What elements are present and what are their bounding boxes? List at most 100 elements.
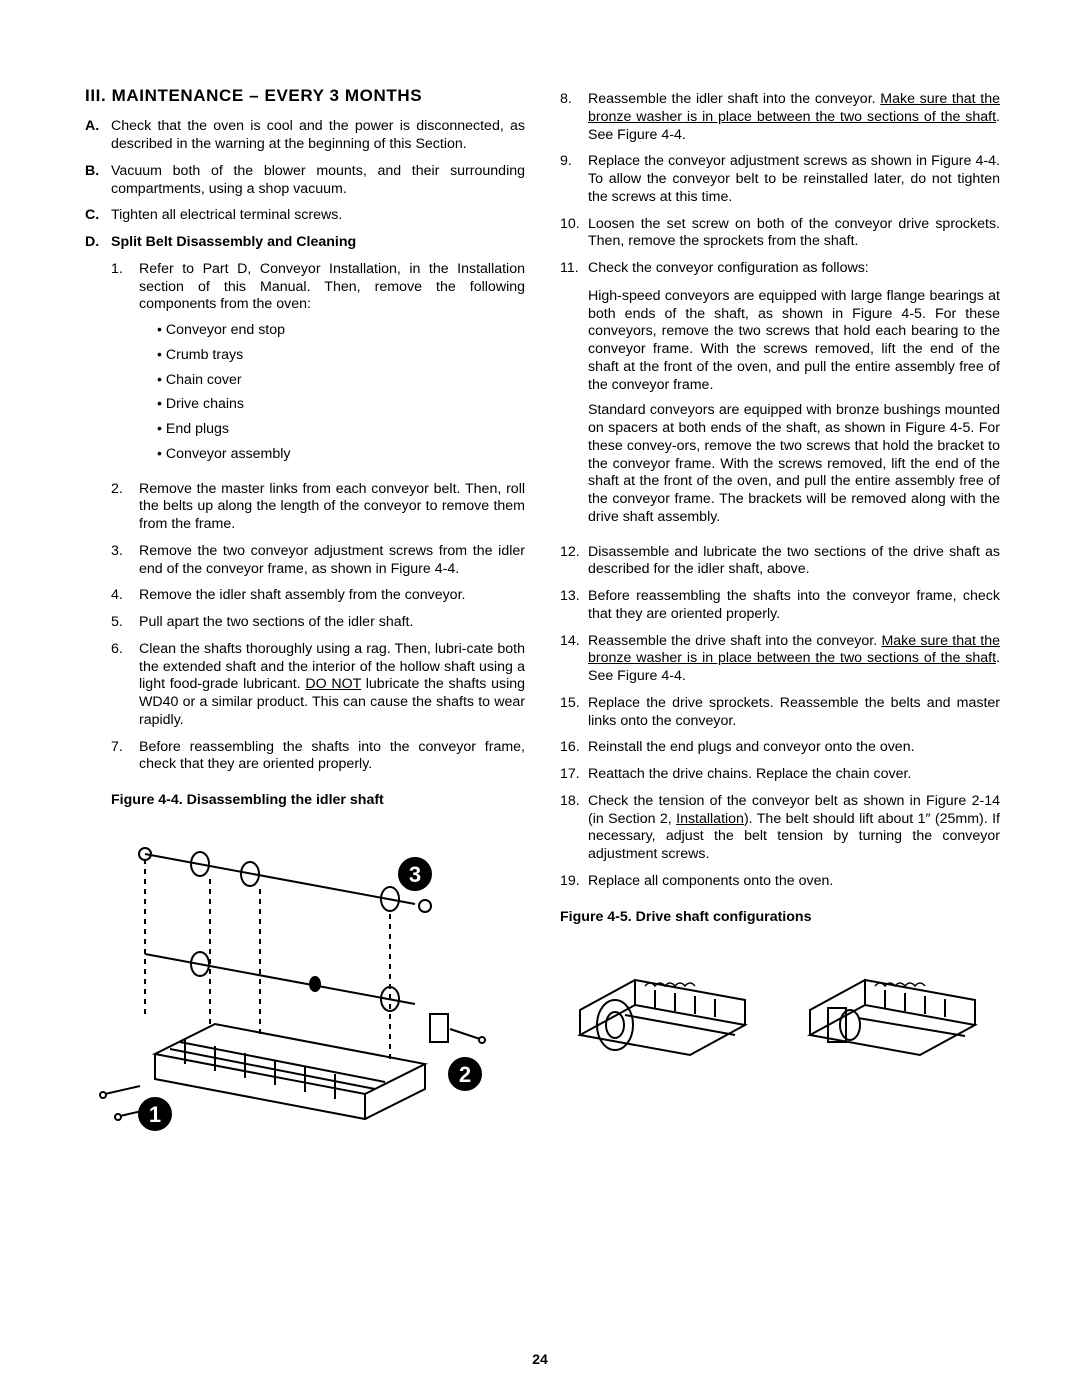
step-12: 12. Disassemble and lubricate the two se… <box>560 544 1000 580</box>
letter-label: A. <box>85 118 111 154</box>
step-6-underline: DO NOT <box>305 676 361 692</box>
item-a: A. Check that the oven is cool and the p… <box>85 118 525 154</box>
step-number: 5. <box>111 614 139 632</box>
item-b: B. Vacuum both of the blower mounts, and… <box>85 163 525 199</box>
step-text: Before reassembling the shafts into the … <box>139 739 525 775</box>
figure-4-4-caption: Figure 4-4. Disassembling the idler shaf… <box>111 792 525 810</box>
step-text: Reinstall the end plugs and conveyor ont… <box>588 739 1000 757</box>
step-number: 7. <box>111 739 139 775</box>
step-number: 3. <box>111 543 139 579</box>
step-number: 10. <box>560 216 588 252</box>
step-18: 18. Check the tension of the conveyor be… <box>560 793 1000 864</box>
section-heading: III. MAINTENANCE – EVERY 3 MONTHS <box>85 85 525 106</box>
step-number: 18. <box>560 793 588 864</box>
step-text: Loosen the set screw on both of the conv… <box>588 216 1000 252</box>
page-number: 24 <box>0 1351 1080 1367</box>
step-text: Replace all components onto the oven. <box>588 873 1000 891</box>
right-column: 8. Reassemble the idler shaft into the c… <box>560 85 1000 1134</box>
step-number: 12. <box>560 544 588 580</box>
step-text: Before reassembling the shafts into the … <box>588 588 1000 624</box>
step-18-underline: Installation <box>676 811 744 827</box>
step-number: 11. <box>560 260 588 535</box>
bullet-item: Crumb trays <box>157 347 525 365</box>
bullet-item: Chain cover <box>157 372 525 390</box>
step-19: 19. Replace all components onto the oven… <box>560 873 1000 891</box>
step-text: Remove the idler shaft assembly from the… <box>139 587 525 605</box>
step-number: 17. <box>560 766 588 784</box>
step-number: 8. <box>560 91 588 144</box>
step-text: Disassemble and lubricate the two sectio… <box>588 544 1000 580</box>
svg-text:3: 3 <box>409 862 421 887</box>
left-numbered-list: 1. Refer to Part D, Conveyor Installatio… <box>111 261 525 774</box>
step-number: 6. <box>111 641 139 730</box>
step-3: 3. Remove the two conveyor adjustment sc… <box>111 543 525 579</box>
step-11-lead: Check the conveyor configuration as foll… <box>588 260 869 276</box>
svg-text:1: 1 <box>149 1102 161 1127</box>
left-column: III. MAINTENANCE – EVERY 3 MONTHS A. Che… <box>85 85 525 1134</box>
step-number: 14. <box>560 633 588 686</box>
step-11-para1: High-speed conveyors are equipped with l… <box>588 288 1000 395</box>
step-10: 10. Loosen the set screw on both of the … <box>560 216 1000 252</box>
figure-4-5-row <box>560 940 1000 1070</box>
step-number: 1. <box>111 261 139 472</box>
figure-4-5-left-diagram <box>560 940 760 1070</box>
bullet-item: Conveyor end stop <box>157 322 525 340</box>
bullet-item: Conveyor assembly <box>157 446 525 464</box>
step-text: Clean the shafts thoroughly using a rag.… <box>139 641 525 730</box>
item-text: Tighten all electrical terminal screws. <box>111 207 525 225</box>
component-bullets: Conveyor end stop Crumb trays Chain cove… <box>157 322 525 464</box>
item-d: D. Split Belt Disassembly and Cleaning <box>85 234 525 252</box>
step-14-a: Reassemble the drive shaft into the conv… <box>588 633 881 649</box>
step-text: Check the tension of the conveyor belt a… <box>588 793 1000 864</box>
bullet-item: End plugs <box>157 421 525 439</box>
step-13: 13. Before reassembling the shafts into … <box>560 588 1000 624</box>
step-text: Pull apart the two sections of the idler… <box>139 614 525 632</box>
step-5: 5. Pull apart the two sections of the id… <box>111 614 525 632</box>
lettered-list: A. Check that the oven is cool and the p… <box>85 118 525 252</box>
step-2: 2. Remove the master links from each con… <box>111 481 525 534</box>
document-page: III. MAINTENANCE – EVERY 3 MONTHS A. Che… <box>0 0 1080 1397</box>
step-7: 7. Before reassembling the shafts into t… <box>111 739 525 775</box>
step-number: 9. <box>560 153 588 206</box>
step-number: 2. <box>111 481 139 534</box>
step-8: 8. Reassemble the idler shaft into the c… <box>560 91 1000 144</box>
two-column-layout: III. MAINTENANCE – EVERY 3 MONTHS A. Che… <box>85 85 1000 1134</box>
step-text: Remove the master links from each convey… <box>139 481 525 534</box>
step-text: Reassemble the idler shaft into the conv… <box>588 91 1000 144</box>
step-8-a: Reassemble the idler shaft into the conv… <box>588 91 880 107</box>
letter-label: B. <box>85 163 111 199</box>
step-text: Replace the drive sprockets. Reassemble … <box>588 695 1000 731</box>
figure-4-5-caption: Figure 4-5. Drive shaft configurations <box>560 909 1000 927</box>
item-c: C. Tighten all electrical terminal screw… <box>85 207 525 225</box>
step-number: 15. <box>560 695 588 731</box>
step-1: 1. Refer to Part D, Conveyor Installatio… <box>111 261 525 472</box>
step-text: Refer to Part D, Conveyor Installation, … <box>139 261 525 472</box>
letter-label: D. <box>85 234 111 252</box>
item-text: Check that the oven is cool and the powe… <box>111 118 525 154</box>
bullet-item: Drive chains <box>157 396 525 414</box>
figure-4-4-diagram: 3 <box>85 824 505 1134</box>
step-17: 17. Reattach the drive chains. Replace t… <box>560 766 1000 784</box>
letter-label: C. <box>85 207 111 225</box>
step-4: 4. Remove the idler shaft assembly from … <box>111 587 525 605</box>
step-text: Check the conveyor configuration as foll… <box>588 260 1000 535</box>
step-1-intro: Refer to Part D, Conveyor Installation, … <box>139 261 525 313</box>
step-number: 4. <box>111 587 139 605</box>
right-numbered-list: 8. Reassemble the idler shaft into the c… <box>560 91 1000 891</box>
step-text: Reassemble the drive shaft into the conv… <box>588 633 1000 686</box>
item-text: Vacuum both of the blower mounts, and th… <box>111 163 525 199</box>
step-number: 16. <box>560 739 588 757</box>
item-d-title: Split Belt Disassembly and Cleaning <box>111 234 525 252</box>
step-text: Replace the conveyor adjustment screws a… <box>588 153 1000 206</box>
figure-4-5-right-diagram <box>790 940 990 1070</box>
step-15: 15. Replace the drive sprockets. Reassem… <box>560 695 1000 731</box>
step-text: Remove the two conveyor adjustment screw… <box>139 543 525 579</box>
step-9: 9. Replace the conveyor adjustment screw… <box>560 153 1000 206</box>
svg-text:2: 2 <box>459 1062 471 1087</box>
step-11: 11. Check the conveyor configuration as … <box>560 260 1000 535</box>
step-number: 19. <box>560 873 588 891</box>
step-14: 14. Reassemble the drive shaft into the … <box>560 633 1000 686</box>
step-6: 6. Clean the shafts thoroughly using a r… <box>111 641 525 730</box>
step-16: 16. Reinstall the end plugs and conveyor… <box>560 739 1000 757</box>
step-11-para2: Standard conveyors are equipped with bro… <box>588 402 1000 526</box>
